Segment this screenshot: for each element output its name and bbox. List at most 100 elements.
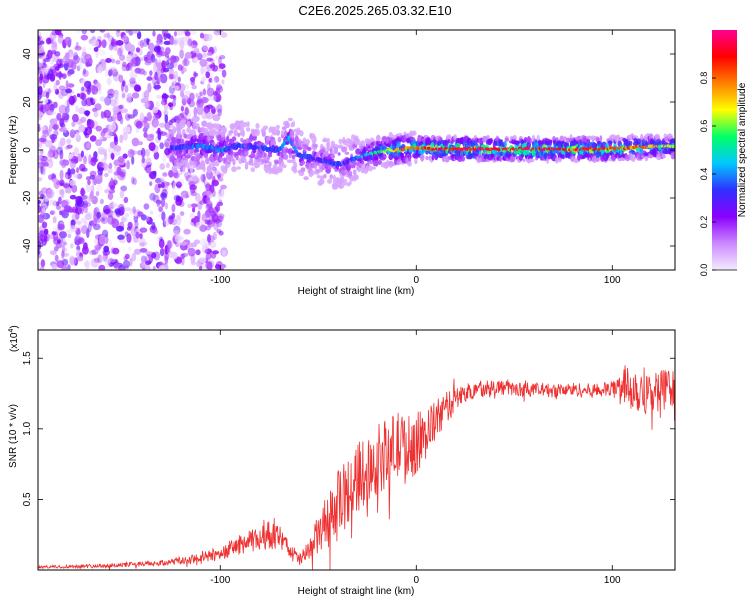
spectrogram-noise-cell	[74, 220, 82, 225]
spectrogram-noise-cell	[166, 247, 171, 255]
spectrogram-noise-cell	[122, 153, 128, 159]
spectrogram-ridge-halo	[522, 158, 526, 162]
spectrogram-noise-cell	[159, 51, 167, 57]
spectrogram-noise-cell	[171, 204, 176, 213]
spectrogram-noise-cell	[199, 32, 205, 39]
spectrogram-noise-cell	[105, 58, 112, 63]
spectrogram-noise-cell	[51, 50, 57, 55]
spectrogram-noise-cell	[97, 65, 103, 74]
spectrogram-noise-cell	[81, 98, 88, 107]
spectrogram-noise-cell	[56, 58, 63, 67]
spectrogram-ridge-core	[671, 144, 675, 149]
spectrogram-noise-cell	[161, 181, 165, 189]
spectrogram-ridge-halo	[202, 139, 207, 144]
spectrogram-noise-cell	[156, 202, 160, 208]
spectrogram-noise-cell	[143, 122, 150, 130]
spectrogram-ridge-halo	[447, 139, 451, 144]
spectrogram-noise-cell	[190, 190, 197, 197]
spectrogram-noise-cell	[38, 151, 43, 160]
spectrogram-ridge-halo	[460, 156, 466, 162]
snr-x-label: Height of straight line (km)	[298, 586, 415, 597]
spectrogram-noise-cell	[149, 70, 153, 76]
spectrogram-ridge-halo	[529, 158, 535, 163]
spectrogram-noise-cell	[135, 231, 140, 239]
spectrogram-noise-cell	[49, 210, 55, 215]
spectrogram-ridge-halo	[275, 130, 280, 135]
spectrogram-noise-cell	[171, 212, 176, 219]
spectrogram-noise-cell	[121, 82, 124, 92]
spectrogram-ridge-halo	[287, 117, 293, 122]
spectrogram-noise-cell	[107, 210, 115, 218]
spectrogram-ridge-halo	[307, 146, 312, 151]
spectrogram-noise-cell	[164, 217, 170, 227]
spectrogram-ridge-halo	[327, 179, 333, 184]
spectrogram-noise-cell	[190, 203, 198, 208]
spectrogram-noise-cell	[178, 83, 186, 93]
spectrogram-noise-cell	[71, 184, 78, 193]
spectrogram-noise-cell	[119, 134, 124, 144]
spectrogram-noise-cell	[38, 261, 41, 270]
spectrogram-noise-cell	[84, 126, 93, 136]
spectrogram-noise-cell	[117, 156, 125, 163]
spectrogram-noise-cell	[108, 43, 114, 51]
spectrogram-noise-cell	[168, 73, 174, 80]
spectrogram-noise-cell	[154, 46, 161, 53]
spectrogram-ridge-halo	[559, 135, 564, 142]
spectrogram-noise-cell	[135, 47, 141, 53]
spectrogram-noise-cell	[38, 161, 44, 169]
spectrogram-ridge-halo	[226, 133, 232, 137]
spectrogram-noise-cell	[117, 47, 123, 57]
spectrogram-noise-cell	[38, 67, 41, 75]
spectrogram-noise-cell	[217, 193, 222, 201]
spectrogram-noise-cell	[218, 230, 224, 236]
spectrogram-noise-cell	[173, 225, 181, 235]
spectrogram-noise-cell	[201, 45, 209, 53]
spectrogram-ridge-halo	[275, 124, 280, 130]
spectrogram-ridge-halo	[431, 153, 435, 161]
spectrogram-noise-cell	[117, 171, 125, 176]
spectrogram-noise-cell	[179, 49, 185, 59]
spectrogram-noise-cell	[53, 231, 59, 242]
spectrogram-ridge-halo	[219, 157, 224, 162]
spectrogram-noise-cell	[54, 88, 60, 95]
spectrogram-noise-cell	[110, 177, 114, 186]
spectrogram-noise-cell	[104, 189, 110, 194]
spectrogram-noise-cell	[192, 176, 201, 185]
spectrogram-ridge-halo	[264, 160, 270, 164]
spectrogram-noise-cell	[196, 105, 204, 116]
spectrogram-noise-cell	[158, 76, 162, 83]
spectrogram-ridge-halo	[306, 141, 310, 146]
spectrogram-ridge-halo	[299, 130, 304, 137]
spectrogram-noise-cell	[211, 179, 219, 187]
spectrogram-noise-cell	[167, 240, 173, 249]
spectrogram-noise-cell	[112, 247, 120, 255]
spectrogram-ridge-halo	[371, 166, 376, 170]
spectrogram-noise-cell	[183, 228, 191, 235]
spectrogram-noise-cell	[40, 234, 48, 242]
spectrogram-ridge-halo	[640, 133, 644, 141]
spectrogram-noise-cell	[181, 94, 189, 102]
spectrogram-ridge-halo	[200, 161, 206, 167]
spectrogram-noise-cell	[103, 33, 109, 38]
colorbar-tick-label: 0.2	[699, 216, 709, 229]
spectrogram-noise-cell	[38, 36, 41, 42]
spectrogram-noise-cell	[126, 226, 132, 231]
spectrogram-ridge-halo	[268, 153, 273, 158]
spectrogram-noise-cell	[59, 118, 64, 127]
spectrogram-noise-cell	[189, 30, 197, 35]
spectrogram-ridge-halo	[254, 160, 261, 168]
spectrogram-noise-cell	[81, 30, 88, 35]
spectrogram-ridge-halo	[340, 182, 345, 189]
spectrogram-noise-cell	[113, 134, 118, 143]
spectrogram-noise-cell	[139, 112, 145, 122]
spectrogram-noise-cell	[132, 206, 136, 214]
spectrogram-noise-cell	[175, 198, 183, 206]
spectrogram-noise-cell	[93, 110, 99, 118]
spectrogram-noise-cell	[165, 162, 170, 169]
spectrogram-ridge-halo	[245, 127, 251, 132]
spectrogram-noise-cell	[61, 250, 65, 259]
spectrogram-noise-cell	[49, 199, 54, 206]
spectrogram-noise-cell	[108, 162, 113, 170]
spectrogram-noise-cell	[220, 184, 227, 190]
spectrogram-noise-cell	[184, 90, 191, 96]
